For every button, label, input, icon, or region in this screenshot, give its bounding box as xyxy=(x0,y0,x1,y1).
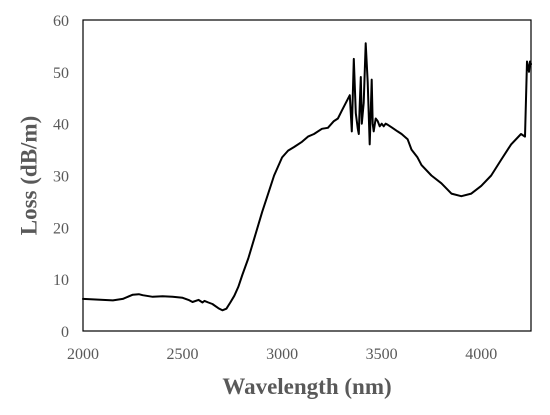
x-tick-label: 3500 xyxy=(366,346,398,363)
x-tick-label: 3000 xyxy=(266,346,298,363)
y-tick-label: 40 xyxy=(53,117,69,134)
x-tick-label: 2000 xyxy=(67,346,99,363)
y-tick-label: 0 xyxy=(61,324,69,341)
y-tick-label: 60 xyxy=(53,13,69,30)
x-axis-title: Wavelength (nm) xyxy=(222,374,391,399)
y-tick-label: 20 xyxy=(53,220,69,237)
y-axis-tick-labels: 0 10 20 30 40 50 60 xyxy=(53,13,69,341)
y-tick-label: 50 xyxy=(53,65,69,82)
y-axis-title: Loss (dB/m) xyxy=(16,116,41,236)
y-tick-label: 30 xyxy=(53,169,69,186)
plot-area-frame xyxy=(82,19,532,332)
x-tick-label: 4000 xyxy=(465,346,497,363)
x-axis-tick-labels: 2000 2500 3000 3500 4000 xyxy=(67,346,497,363)
x-tick-label: 2500 xyxy=(167,346,199,363)
y-tick-label: 10 xyxy=(53,272,69,289)
loss-curve-line xyxy=(82,42,532,312)
